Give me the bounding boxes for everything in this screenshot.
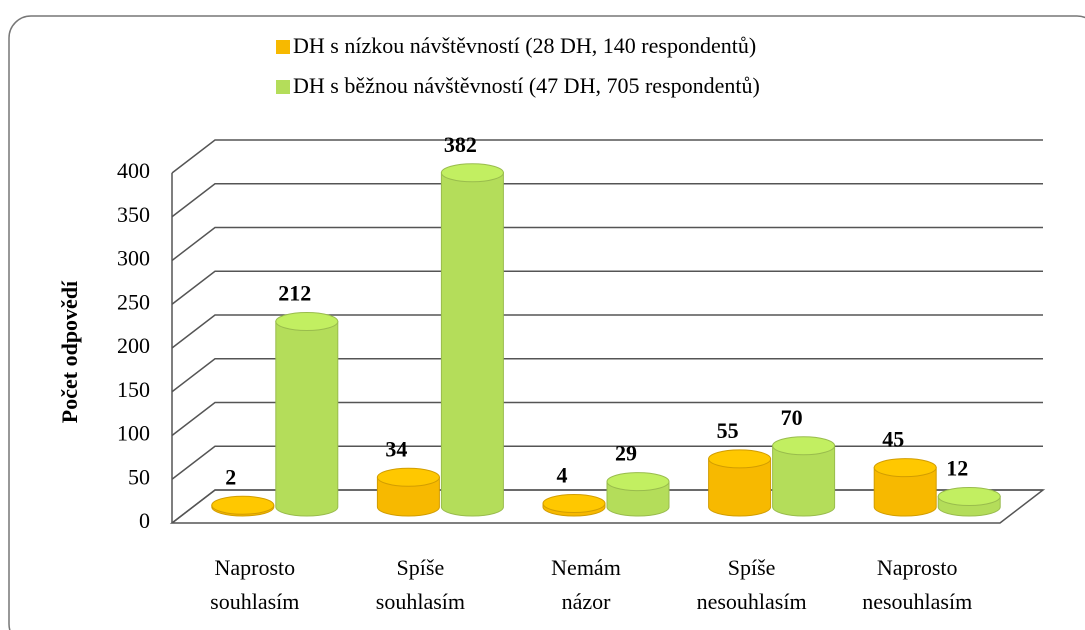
bar <box>606 481 670 517</box>
bar-top <box>376 467 440 487</box>
x-tick-line: nesouhlasím <box>862 589 972 614</box>
grid-line <box>171 401 1043 437</box>
value-label: 2 <box>225 464 236 489</box>
grid-line <box>171 139 1043 174</box>
y-tick-label: 0 <box>139 508 150 533</box>
x-tick-line: nesouhlasím <box>697 589 807 614</box>
y-tick-label: 300 <box>117 246 150 271</box>
grid-line <box>171 314 1043 349</box>
value-label: 70 <box>781 405 803 430</box>
value-label: 34 <box>385 436 407 461</box>
x-tick-line: souhlasím <box>376 589 465 614</box>
legend-swatch <box>276 80 290 94</box>
x-tick-line: souhlasím <box>210 589 299 614</box>
value-label: 4 <box>557 463 568 488</box>
x-tick-line: Naprosto <box>214 555 295 580</box>
legend-label: DH s běžnou návštěvností (47 DH, 705 res… <box>293 73 760 98</box>
bar <box>873 467 937 517</box>
x-tick-line: Spíše <box>728 555 776 580</box>
bar-top <box>772 436 836 456</box>
value-label: 382 <box>444 132 477 157</box>
bar-top <box>211 495 275 515</box>
value-label: 12 <box>946 456 968 481</box>
legend-label: DH s nízkou návštěvností (28 DH, 140 res… <box>293 33 756 58</box>
y-tick-label: 350 <box>117 202 150 227</box>
x-tick-line: Nemám <box>551 555 621 580</box>
bar-top <box>873 458 937 478</box>
bar-top <box>440 163 504 183</box>
value-label: 55 <box>717 418 739 443</box>
x-tick-label: Spíše souhlasím <box>376 555 465 614</box>
grid-line <box>171 270 1043 305</box>
legend-swatch <box>276 40 290 54</box>
grid-line <box>171 358 1043 393</box>
y-tick-label: 150 <box>117 377 150 402</box>
x-tick-label: Nemám názor <box>551 555 621 614</box>
x-tick-line: Naprosto <box>877 555 958 580</box>
bar <box>708 458 772 517</box>
value-label: 45 <box>882 427 904 452</box>
y-tick-label: 50 <box>128 464 150 489</box>
bar <box>275 321 339 517</box>
x-tick-label: Naprosto nesouhlasím <box>862 555 972 614</box>
grid-line <box>171 183 1043 218</box>
grid-line <box>171 445 1043 480</box>
value-label: 29 <box>615 441 637 466</box>
bar-top <box>937 487 1001 506</box>
bar-top <box>275 312 339 331</box>
y-tick-label: 400 <box>117 158 150 183</box>
chart-frame <box>8 15 1085 630</box>
bar-top <box>708 449 772 469</box>
bar-top <box>606 472 670 492</box>
bar <box>772 445 836 517</box>
grid-line <box>171 226 1043 262</box>
x-tick-label: Naprosto souhlasím <box>210 555 299 614</box>
value-label: 212 <box>278 281 311 306</box>
bar <box>376 476 440 517</box>
y-tick-label: 100 <box>117 421 150 446</box>
x-tick-line: názor <box>562 589 612 614</box>
y-tick-label: 200 <box>117 333 150 358</box>
x-tick-line: Spíše <box>397 555 445 580</box>
y-axis-title: Počet odpovědí <box>57 280 82 423</box>
bar <box>440 172 504 517</box>
x-tick-label: Spíše nesouhlasím <box>697 555 807 614</box>
bar-top <box>542 494 606 513</box>
y-tick-label: 250 <box>117 289 150 314</box>
